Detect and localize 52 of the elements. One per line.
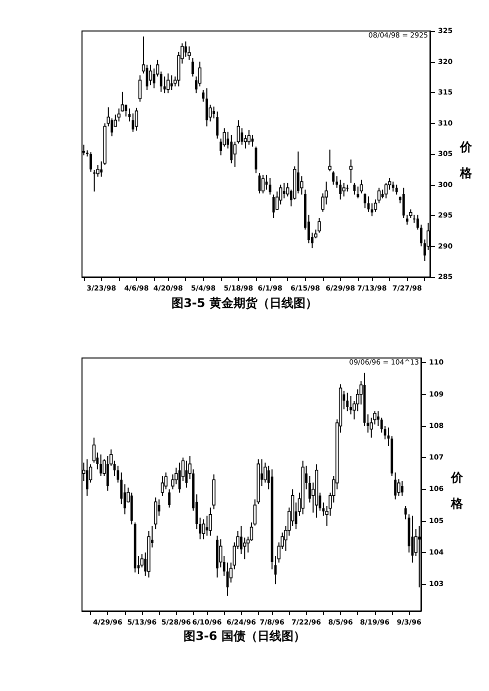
candlestick xyxy=(163,76,166,94)
candlestick xyxy=(174,467,178,485)
candlestick xyxy=(346,392,349,412)
candlestick xyxy=(328,149,332,172)
candlestick xyxy=(342,182,346,197)
candlestick xyxy=(148,64,152,86)
candlestick xyxy=(168,488,171,508)
candlestick xyxy=(397,478,400,496)
candlestick xyxy=(411,515,414,564)
candlestick xyxy=(265,174,268,190)
candlestick xyxy=(154,496,158,530)
candlestick xyxy=(384,182,388,199)
candlestick xyxy=(100,454,102,476)
candlestick xyxy=(272,194,275,218)
candlestick xyxy=(282,182,286,199)
candlestick xyxy=(184,40,187,58)
candlestick xyxy=(353,182,356,196)
candlestick xyxy=(240,128,244,146)
candlestick xyxy=(243,537,246,560)
candlestick xyxy=(394,472,397,500)
candlestick xyxy=(349,159,353,184)
candlestick xyxy=(339,179,342,200)
candlestick xyxy=(206,515,208,536)
candlestick xyxy=(160,475,164,496)
candlestick xyxy=(356,186,360,199)
candlestick xyxy=(395,184,398,196)
candlestick xyxy=(185,460,188,488)
candlestick xyxy=(247,130,251,146)
candlestick xyxy=(208,507,212,536)
candlestick xyxy=(90,152,92,172)
y-axis-title: 价格 xyxy=(450,470,464,510)
text: 图3-5 黄金期货（日线图） xyxy=(172,296,318,310)
candlestick xyxy=(400,480,404,496)
y-axis-title: 价格 xyxy=(459,140,473,180)
candlestick xyxy=(86,458,88,496)
candlestick xyxy=(202,518,206,540)
candlestick xyxy=(332,170,335,186)
candlestick xyxy=(166,72,170,94)
text: 图3-6 国债（日线图） xyxy=(184,629,306,643)
candlestick xyxy=(350,395,352,415)
candlestick xyxy=(192,58,194,78)
candlestick xyxy=(206,88,208,127)
candlestick xyxy=(392,181,394,192)
candlestick xyxy=(230,134,233,164)
candlestick xyxy=(261,174,265,194)
candlestick xyxy=(240,525,242,555)
candlestick xyxy=(268,177,272,196)
candlestick xyxy=(188,46,191,60)
candlestick xyxy=(134,107,138,132)
candlestick xyxy=(170,74,173,91)
candlestick xyxy=(300,176,304,196)
candlestick xyxy=(138,74,142,102)
